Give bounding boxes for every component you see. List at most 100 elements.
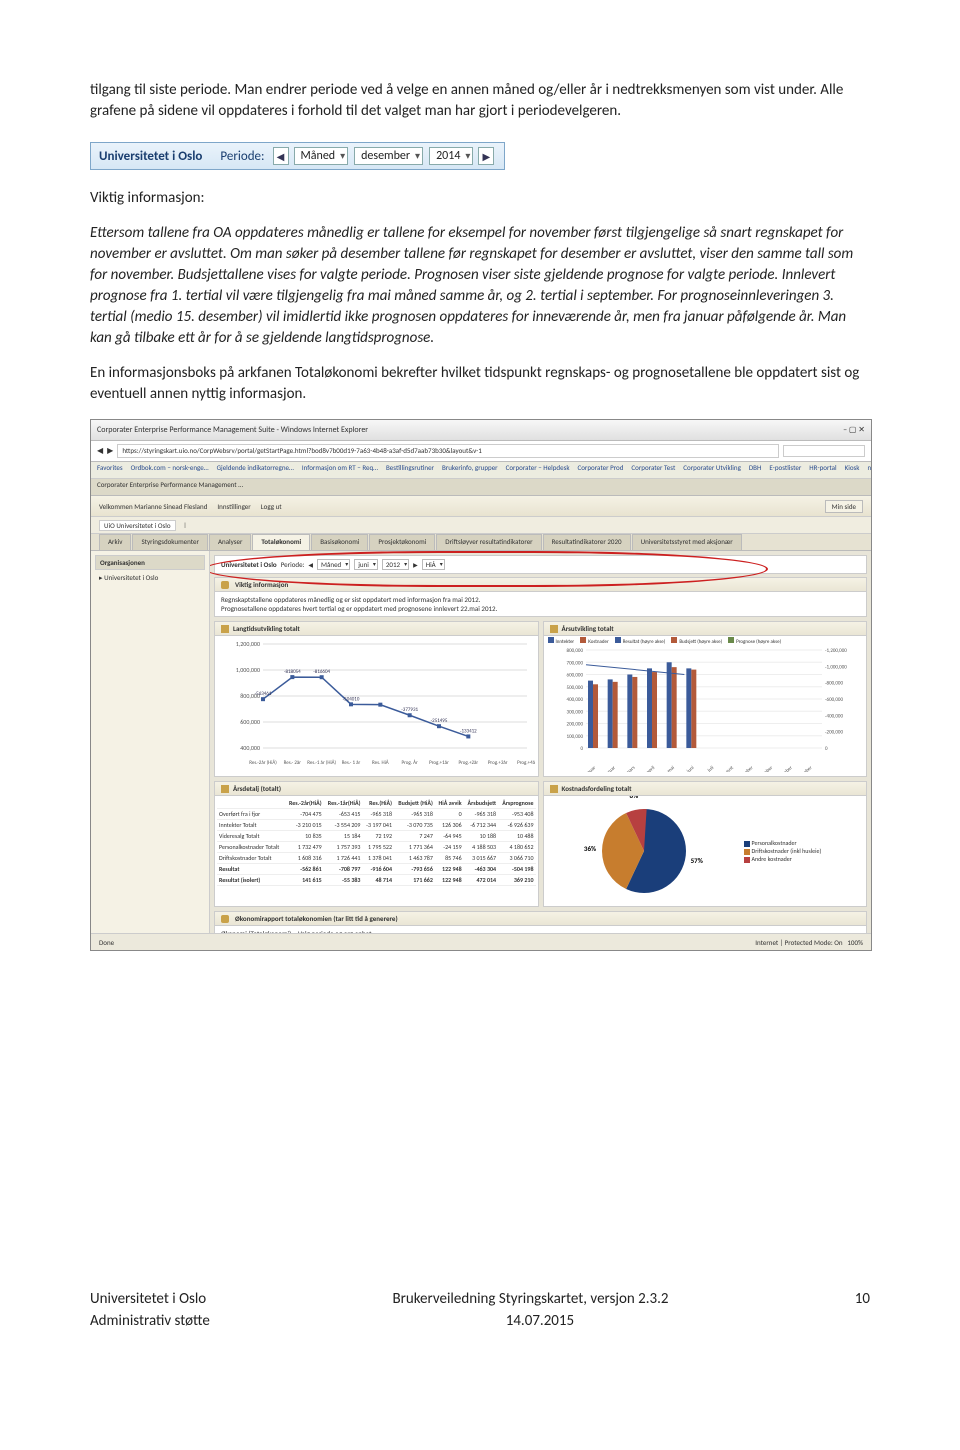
fav-link[interactable]: Kiosk bbox=[845, 463, 860, 477]
browser-tab[interactable]: Corporater Enterprise Performance Manage… bbox=[91, 479, 871, 496]
info-title: Viktig informasjon bbox=[235, 580, 288, 589]
minside-button[interactable]: Min side bbox=[825, 500, 863, 513]
chart-icon bbox=[221, 625, 229, 633]
module-tab[interactable]: Resultatindikatorer 2020 bbox=[543, 534, 631, 550]
fav-link[interactable]: Favorites bbox=[97, 463, 123, 477]
pie-legend: PersonalkostnaderDriftskostnader (inkl h… bbox=[744, 839, 822, 863]
period-year[interactable]: 2012 bbox=[382, 559, 409, 570]
module-tab[interactable]: Styringsdokumenter bbox=[132, 534, 208, 550]
fav-link[interactable]: nettskjema Logg inn (2) bbox=[867, 463, 871, 477]
module-tab[interactable]: Prosjektøkonomi bbox=[369, 534, 435, 550]
pie-title: Kostnadsfordeling totalt bbox=[562, 784, 632, 793]
table-title: Årsdetalj (totalt) bbox=[233, 784, 281, 793]
search-box[interactable] bbox=[783, 445, 865, 457]
viktig-header: Viktig informasjon: bbox=[90, 188, 870, 209]
detail-table: Res.-2år(HiÅ)Res.-1år(HiÅ)Res.(HiÅ)Budsj… bbox=[217, 798, 536, 886]
next-period-icon[interactable]: ▶ bbox=[478, 147, 494, 165]
svg-text:september: september bbox=[733, 765, 754, 772]
next-icon[interactable]: ▶ bbox=[413, 561, 418, 569]
fav-link[interactable]: Corporater Utvikling bbox=[683, 463, 741, 477]
svg-text:600,000: 600,000 bbox=[566, 673, 583, 679]
month-select[interactable]: desember bbox=[354, 147, 423, 165]
sidebar-item[interactable]: ▸ Universitetet i Oslo bbox=[95, 570, 205, 585]
table-icon bbox=[221, 785, 229, 793]
footer-left: Universitetet i Oslo bbox=[90, 1290, 206, 1308]
period-label: Periode: bbox=[281, 560, 305, 569]
module-tab[interactable]: Totaløkonomi bbox=[252, 534, 310, 550]
fav-link[interactable]: Corporater Prod bbox=[578, 463, 624, 477]
linechart-title: Langtidsutvikling totalt bbox=[233, 624, 300, 633]
svg-text:august: august bbox=[720, 765, 735, 772]
svg-text:-563461: -563461 bbox=[255, 691, 272, 697]
sidebar: Organisasjonen ▸ Universitetet i Oslo bbox=[91, 551, 210, 941]
period-month[interactable]: juni bbox=[354, 559, 378, 570]
back-icon[interactable]: ◀ bbox=[97, 446, 103, 456]
crumb2: Universitetet i Oslo bbox=[221, 560, 277, 569]
bar-legend: InntekterKostnaderResultat (høyre akse)B… bbox=[544, 636, 867, 646]
fav-link[interactable]: Brukerinfo, grupper bbox=[442, 463, 498, 477]
module-tab[interactable]: Analyser bbox=[209, 534, 251, 550]
svg-text:juni: juni bbox=[685, 765, 695, 772]
svg-text:februar: februar bbox=[601, 765, 617, 772]
svg-text:800,000: 800,000 bbox=[566, 648, 583, 654]
fav-link[interactable]: Gjeldende indikatorregne… bbox=[217, 463, 294, 477]
svg-text:36%: 36% bbox=[583, 844, 595, 853]
svg-text:Prog. År: Prog. År bbox=[402, 758, 419, 766]
svg-text:600,000: 600,000 bbox=[240, 718, 260, 726]
year-select[interactable]: 2014 bbox=[429, 147, 473, 165]
bar-chart: 800,000700,000600,000500,000400,000300,0… bbox=[544, 646, 864, 772]
svg-text:-400,000: -400,000 bbox=[825, 713, 843, 719]
svg-text:mai: mai bbox=[666, 765, 676, 772]
svg-text:Prog.+3år: Prog.+3år bbox=[488, 760, 508, 766]
svg-text:-800,000: -800,000 bbox=[825, 681, 843, 687]
fav-link[interactable]: Bestillingsrutiner bbox=[386, 463, 434, 477]
svg-text:0: 0 bbox=[825, 746, 828, 752]
svg-text:Res.-1 år (HiÅ): Res.-1 år (HiÅ) bbox=[307, 758, 336, 766]
svg-text:-600,000: -600,000 bbox=[825, 697, 843, 703]
module-tab[interactable]: Basisøkonomi bbox=[311, 534, 368, 550]
svg-text:-1,200,000: -1,200,000 bbox=[825, 648, 847, 654]
module-tab[interactable]: Universitetsstyret med aksjonær bbox=[632, 534, 742, 550]
hia-select[interactable]: HiÅ bbox=[422, 559, 445, 570]
fwd-icon[interactable]: ▶ bbox=[107, 446, 113, 456]
prev-period-icon[interactable]: ◀ bbox=[273, 147, 289, 165]
svg-text:Res.-2år (HiÅ): Res.-2år (HiÅ) bbox=[249, 758, 277, 766]
module-tab[interactable]: Driftsløyver resultatindikatorer bbox=[436, 534, 541, 550]
svg-text:-818054: -818054 bbox=[284, 669, 301, 675]
fav-link[interactable]: Informasjon om RT – Req… bbox=[302, 463, 378, 477]
svg-text:200,000: 200,000 bbox=[566, 722, 583, 728]
svg-text:Prog.+2år: Prog.+2år bbox=[458, 760, 478, 766]
svg-text:0: 0 bbox=[580, 746, 583, 752]
period-type[interactable]: Måned bbox=[317, 559, 350, 570]
logout-link[interactable]: Logg ut bbox=[261, 502, 282, 511]
month-type-select[interactable]: Måned bbox=[294, 147, 349, 165]
window-controls: – ▢ ✕ bbox=[843, 425, 865, 435]
fav-link[interactable]: Ordbok.com – norsk-enge… bbox=[131, 463, 209, 477]
svg-text:-816604: -816604 bbox=[313, 669, 330, 675]
window-title: Corporater Enterprise Performance Manage… bbox=[97, 425, 368, 435]
svg-text:1,000,000: 1,000,000 bbox=[236, 666, 260, 674]
settings-link[interactable]: Innstillinger bbox=[217, 502, 250, 511]
address-bar[interactable]: https://styringskart.uio.no/CorpWebsrv/p… bbox=[117, 444, 779, 458]
prev-icon[interactable]: ◀ bbox=[308, 561, 313, 569]
svg-text:700,000: 700,000 bbox=[566, 660, 583, 666]
svg-text:oktober: oktober bbox=[757, 765, 773, 772]
fav-link[interactable]: HR-portal bbox=[809, 463, 836, 477]
fav-link[interactable]: E-postlister bbox=[769, 463, 801, 477]
after-paragraph: En informasjonsboks på arkfanen Totaløko… bbox=[90, 363, 870, 405]
intro-paragraph: tilgang til siste periode. Man endrer pe… bbox=[90, 80, 870, 122]
fav-link[interactable]: Corporater Test bbox=[631, 463, 675, 477]
module-tab[interactable]: Arkiv bbox=[99, 534, 131, 550]
welcome-text: Velkommen Marianne Sinead Flesland bbox=[99, 502, 207, 511]
svg-text:400,000: 400,000 bbox=[566, 697, 583, 703]
fav-link[interactable]: Corporater – Helpdesk bbox=[506, 463, 570, 477]
svg-text:-251495: -251495 bbox=[431, 718, 448, 724]
svg-text:-200,000: -200,000 bbox=[825, 730, 843, 736]
breadcrumb-bar: UiO Universitetet i Oslo | bbox=[91, 517, 871, 534]
sidebar-header: Organisasjonen bbox=[95, 555, 205, 570]
svg-text:500,000: 500,000 bbox=[566, 685, 583, 691]
fav-link[interactable]: DBH bbox=[749, 463, 761, 477]
footer-date: 14.07.2015 bbox=[506, 1312, 574, 1330]
period-toolbar-example: Universitetet i Oslo Periode: ◀ Måned de… bbox=[90, 142, 505, 170]
svg-text:-1,000,000: -1,000,000 bbox=[825, 664, 847, 670]
